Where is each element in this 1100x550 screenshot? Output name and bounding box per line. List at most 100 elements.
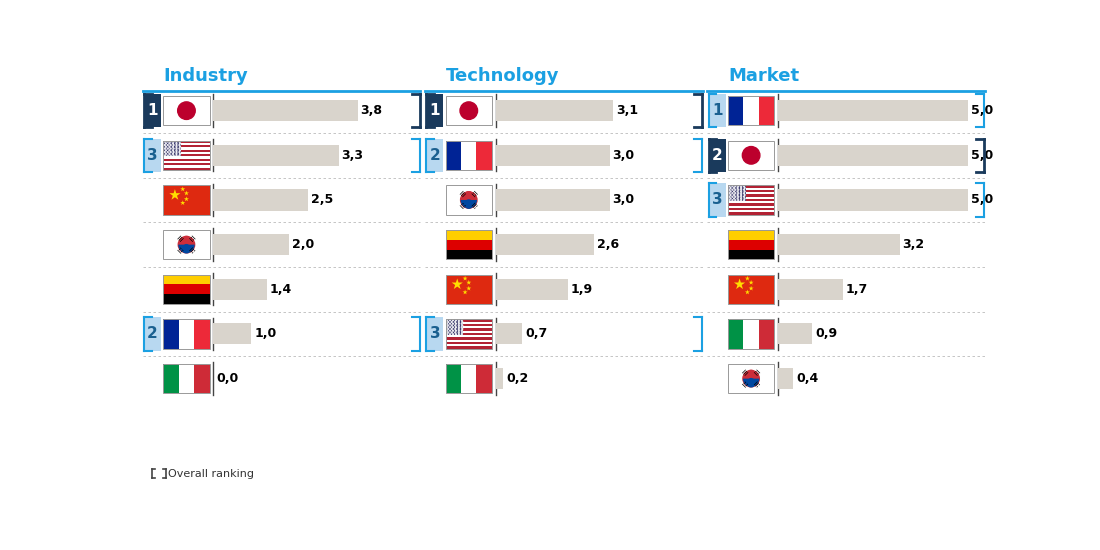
- Polygon shape: [190, 249, 195, 252]
- Text: 2: 2: [712, 148, 723, 163]
- Bar: [496, 368, 504, 389]
- Polygon shape: [742, 384, 746, 388]
- Bar: [496, 279, 568, 300]
- Bar: [163, 154, 209, 156]
- Polygon shape: [749, 280, 754, 285]
- Polygon shape: [754, 372, 758, 376]
- Polygon shape: [466, 280, 471, 285]
- Bar: [728, 185, 774, 215]
- Bar: [163, 141, 209, 170]
- Text: 2: 2: [147, 327, 158, 342]
- Text: 5,0: 5,0: [970, 104, 993, 117]
- Text: 3,1: 3,1: [616, 104, 638, 117]
- Text: Market: Market: [728, 67, 799, 85]
- Text: 0,9: 0,9: [815, 327, 837, 340]
- Circle shape: [742, 371, 759, 387]
- Bar: [163, 284, 209, 294]
- Polygon shape: [742, 370, 746, 373]
- Polygon shape: [745, 372, 748, 376]
- Polygon shape: [184, 196, 189, 201]
- Bar: [446, 335, 492, 337]
- Text: 3,0: 3,0: [613, 194, 635, 206]
- Text: 0,0: 0,0: [216, 372, 239, 385]
- Bar: [194, 364, 209, 393]
- Bar: [427, 317, 443, 350]
- Bar: [728, 320, 744, 349]
- Polygon shape: [184, 191, 189, 195]
- Polygon shape: [755, 383, 759, 387]
- Bar: [446, 230, 492, 259]
- Bar: [446, 324, 492, 326]
- Polygon shape: [749, 286, 754, 290]
- Bar: [163, 320, 178, 349]
- Bar: [744, 320, 759, 349]
- Bar: [728, 192, 774, 194]
- Polygon shape: [177, 250, 182, 254]
- Bar: [163, 185, 209, 215]
- Text: 3: 3: [712, 192, 723, 207]
- Polygon shape: [463, 290, 467, 294]
- Bar: [163, 163, 209, 166]
- Text: Industry: Industry: [163, 67, 249, 85]
- Bar: [728, 201, 774, 203]
- Bar: [476, 141, 492, 170]
- Bar: [728, 230, 774, 240]
- Polygon shape: [746, 384, 747, 386]
- Circle shape: [464, 192, 473, 200]
- Bar: [461, 141, 476, 170]
- Bar: [446, 322, 492, 324]
- Bar: [759, 96, 774, 125]
- Bar: [778, 189, 968, 211]
- Bar: [728, 96, 774, 125]
- Bar: [446, 250, 492, 259]
- Bar: [496, 100, 614, 121]
- Bar: [163, 364, 209, 393]
- Bar: [728, 240, 774, 250]
- Text: 5,0: 5,0: [970, 149, 993, 162]
- Polygon shape: [757, 370, 760, 373]
- Polygon shape: [182, 250, 184, 251]
- Bar: [496, 234, 594, 255]
- Bar: [213, 234, 289, 255]
- Bar: [728, 188, 774, 190]
- Circle shape: [747, 378, 756, 387]
- Bar: [163, 364, 178, 393]
- Bar: [744, 96, 759, 125]
- Text: 3,3: 3,3: [341, 149, 363, 162]
- Bar: [144, 139, 161, 172]
- Text: 2,5: 2,5: [311, 194, 333, 206]
- Polygon shape: [452, 278, 463, 289]
- Bar: [446, 230, 492, 240]
- Bar: [708, 94, 726, 127]
- Text: 3,8: 3,8: [361, 104, 383, 117]
- Bar: [446, 141, 492, 170]
- Polygon shape: [462, 203, 464, 205]
- Polygon shape: [177, 235, 182, 239]
- Bar: [759, 320, 774, 349]
- Polygon shape: [754, 381, 758, 385]
- Bar: [163, 141, 209, 143]
- Polygon shape: [194, 250, 196, 251]
- Bar: [163, 152, 209, 154]
- Bar: [163, 320, 209, 349]
- Text: 1: 1: [712, 103, 723, 118]
- Bar: [446, 141, 461, 170]
- Bar: [728, 212, 774, 214]
- Bar: [446, 364, 461, 393]
- Polygon shape: [180, 248, 182, 249]
- Polygon shape: [734, 278, 745, 289]
- Bar: [213, 279, 266, 300]
- Bar: [163, 143, 209, 145]
- Bar: [446, 326, 492, 328]
- Bar: [163, 159, 209, 161]
- Bar: [144, 94, 161, 127]
- Bar: [446, 240, 492, 250]
- Bar: [144, 317, 161, 350]
- Bar: [446, 320, 492, 349]
- Bar: [728, 194, 774, 196]
- Bar: [163, 168, 209, 170]
- Polygon shape: [745, 276, 750, 280]
- Text: 0,2: 0,2: [506, 372, 528, 385]
- Polygon shape: [747, 383, 748, 385]
- Polygon shape: [192, 239, 195, 240]
